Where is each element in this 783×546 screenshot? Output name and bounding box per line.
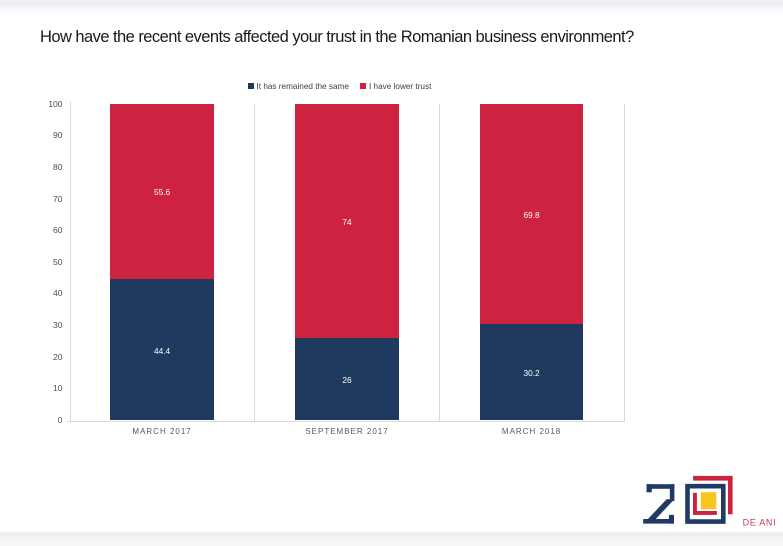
- svg-text:DE ANI: DE ANI: [743, 517, 777, 527]
